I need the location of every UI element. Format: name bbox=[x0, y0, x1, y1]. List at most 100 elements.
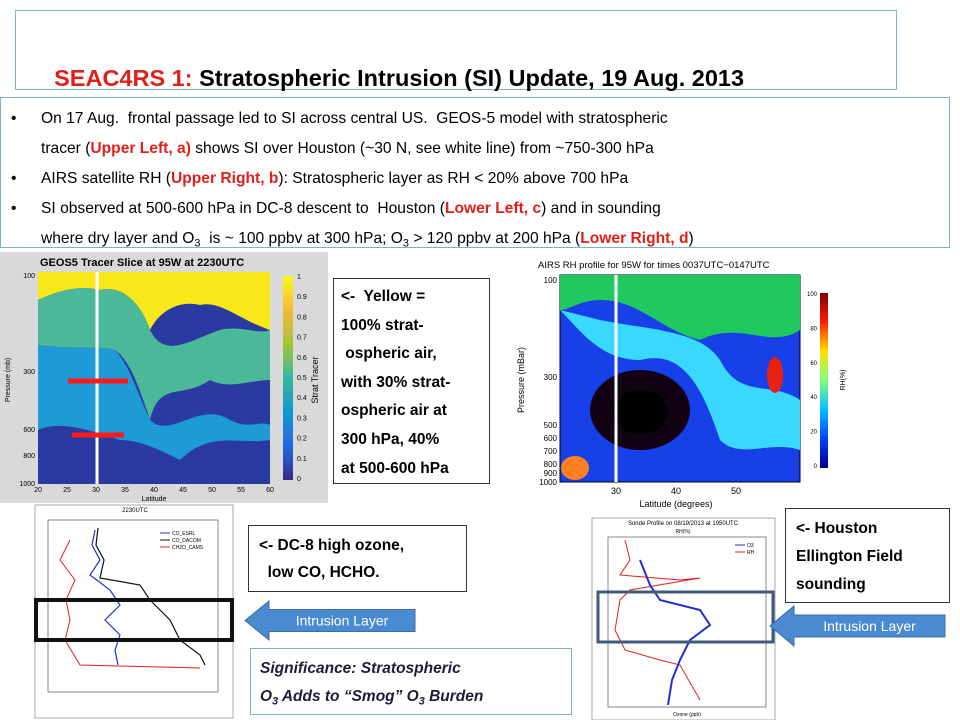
text-line: Significance: Stratospheric bbox=[260, 655, 571, 683]
text-line: ospheric air at bbox=[341, 402, 447, 420]
rh-cyan bbox=[560, 310, 800, 450]
title-box: SEAC4RS 1: Stratospheric Intrusion (SI) … bbox=[15, 10, 897, 91]
rh-green bbox=[560, 275, 800, 340]
y-tick-label: 100 bbox=[544, 276, 558, 285]
profile-co-dacom bbox=[95, 527, 206, 666]
y-tick-label: 800 bbox=[544, 460, 558, 469]
colorbar-tick-label: 0.3 bbox=[297, 415, 307, 422]
bullet-dot: • bbox=[11, 170, 17, 187]
x-tick-label: 35 bbox=[121, 487, 129, 494]
profile-ch2o bbox=[59, 539, 201, 669]
colorbar bbox=[283, 276, 293, 480]
text-run: Burden bbox=[424, 688, 484, 705]
plot-title: 2230UTC bbox=[122, 508, 148, 514]
legend-label: CH2O_CAMS bbox=[172, 545, 204, 551]
colorbar-tick-label: 80 bbox=[810, 326, 817, 332]
colorbar-label: Strat Tracer bbox=[310, 356, 320, 403]
text-run: Upper Left, a) bbox=[90, 140, 191, 157]
text-run: where dry layer and O bbox=[41, 230, 195, 247]
text-line: with 30% strat- bbox=[341, 373, 451, 391]
houston-note: <- Houston Ellington Field sounding bbox=[785, 508, 950, 603]
y-tick-label: 600 bbox=[544, 434, 558, 443]
rh-moist bbox=[767, 357, 783, 393]
text-run: Upper Right, b bbox=[170, 170, 279, 187]
text-line: Ellington Field bbox=[796, 548, 903, 565]
text-run: 3 bbox=[272, 695, 279, 708]
x-axis-label: Latitude (degrees) bbox=[639, 499, 712, 509]
text-line: O3 Adds to “Smog” O3 Burden bbox=[260, 683, 571, 715]
profile-co-esrl bbox=[89, 529, 121, 666]
legend-label: RH bbox=[747, 550, 755, 556]
dc8-note: <- DC-8 high ozone, low CO, HCHO. bbox=[248, 525, 467, 592]
rh-dry-core bbox=[612, 390, 668, 434]
y-tick-label: 1000 bbox=[539, 478, 557, 487]
arrow-label: Intrusion Layer bbox=[296, 613, 389, 629]
x-tick-label: 40 bbox=[150, 487, 158, 494]
y-tick-label: 700 bbox=[544, 447, 558, 456]
x-axis-label: Latitude bbox=[142, 496, 167, 503]
colorbar-tick-label: 0.8 bbox=[297, 314, 307, 321]
x-tick-label: 45 bbox=[179, 487, 187, 494]
plot-title: AIRS RH profile for 95W for times 0037UT… bbox=[538, 260, 770, 271]
text-run: > 120 ppbv at 200 hPa ( bbox=[409, 230, 581, 247]
colorbar bbox=[820, 293, 828, 468]
colorbar-tick-label: 0.4 bbox=[297, 395, 307, 402]
figure-frame bbox=[34, 504, 234, 719]
colorbar-tick-label: 60 bbox=[810, 361, 817, 367]
text-run: SI observed at 500-600 hPa in DC-8 desce… bbox=[41, 200, 445, 217]
x-axis-label: Ozone (ppb) bbox=[673, 712, 701, 718]
text-line: 100% strat- bbox=[341, 316, 424, 334]
text-line: where dry layer and O3 is ~ 100 ppbv at … bbox=[41, 224, 949, 258]
intrusion-arrow bbox=[769, 604, 946, 648]
text-run: Adds to “Smog” O bbox=[278, 688, 419, 705]
bullet-box: On 17 Aug. frontal passage led to SI acr… bbox=[0, 97, 950, 249]
yellow-note: <- Yellow = 100% strat- ospheric air, with… bbox=[333, 278, 490, 484]
y-tick-label: 600 bbox=[23, 427, 35, 434]
text-line: 300 hPa, 40% bbox=[341, 430, 440, 448]
colorbar-tick-label: 0.9 bbox=[297, 294, 307, 301]
text-line: <- DC-8 high ozone, bbox=[259, 537, 405, 554]
x-tick-label: 30 bbox=[92, 487, 100, 494]
y-axis-label: Pressure (mb) bbox=[5, 358, 12, 402]
text-line: AIRS satellite RH (Upper Right, b): Stra… bbox=[11, 164, 949, 194]
text-run: ) and in sounding bbox=[541, 200, 661, 217]
colorbar-tick-label: 1 bbox=[297, 274, 301, 281]
text-line: <- Yellow = bbox=[341, 288, 426, 305]
y-tick-label: 100 bbox=[23, 273, 35, 280]
text-run: 3 bbox=[418, 695, 425, 708]
text-run: On 17 Aug. frontal passage led to SI acr… bbox=[41, 110, 668, 127]
x-tick-label: 40 bbox=[671, 486, 681, 496]
text-run: shows SI over Houston (~30 N, see white … bbox=[190, 140, 654, 157]
text-line: at 500-600 hPa bbox=[341, 459, 449, 477]
x-tick-label: 25 bbox=[63, 487, 71, 494]
x-tick-label: 50 bbox=[208, 487, 216, 494]
plot-area bbox=[607, 536, 767, 708]
text-run: Lower Left, c bbox=[444, 200, 542, 217]
y-tick-label: 800 bbox=[23, 453, 35, 460]
text-line: On 17 Aug. frontal passage led to SI acr… bbox=[11, 104, 949, 134]
colorbar-tick-label: 20 bbox=[810, 430, 817, 436]
title-lead: SEAC4RS 1: bbox=[54, 65, 193, 91]
rh-moist bbox=[561, 456, 589, 480]
legend-label: CO_ESRL bbox=[172, 531, 196, 537]
colorbar-tick-label: 0.5 bbox=[297, 375, 307, 382]
colorbar-tick-label: 0.7 bbox=[297, 335, 307, 342]
legend-label: O3 bbox=[747, 543, 754, 549]
plot-area bbox=[47, 519, 219, 693]
title-text: Stratospheric Intrusion (SI) Update, 19 … bbox=[192, 65, 745, 91]
y-tick-label: 300 bbox=[23, 369, 35, 376]
text-run: Lower Right, d bbox=[580, 230, 689, 247]
y-tick-label: 300 bbox=[544, 373, 558, 382]
y-tick-label: 900 bbox=[544, 469, 558, 478]
text-line: <- Houston bbox=[796, 520, 878, 537]
profile-o3 bbox=[639, 559, 712, 706]
colorbar-tick-label: 0.2 bbox=[297, 436, 307, 443]
intrusion-arrow bbox=[244, 599, 416, 642]
colorbar-label: RH(%) bbox=[840, 370, 847, 391]
text-run: AIRS satellite RH ( bbox=[41, 170, 171, 187]
text-run: ) bbox=[688, 230, 694, 247]
text-run: 3 bbox=[194, 237, 201, 250]
intrusion-highlight bbox=[34, 598, 234, 642]
